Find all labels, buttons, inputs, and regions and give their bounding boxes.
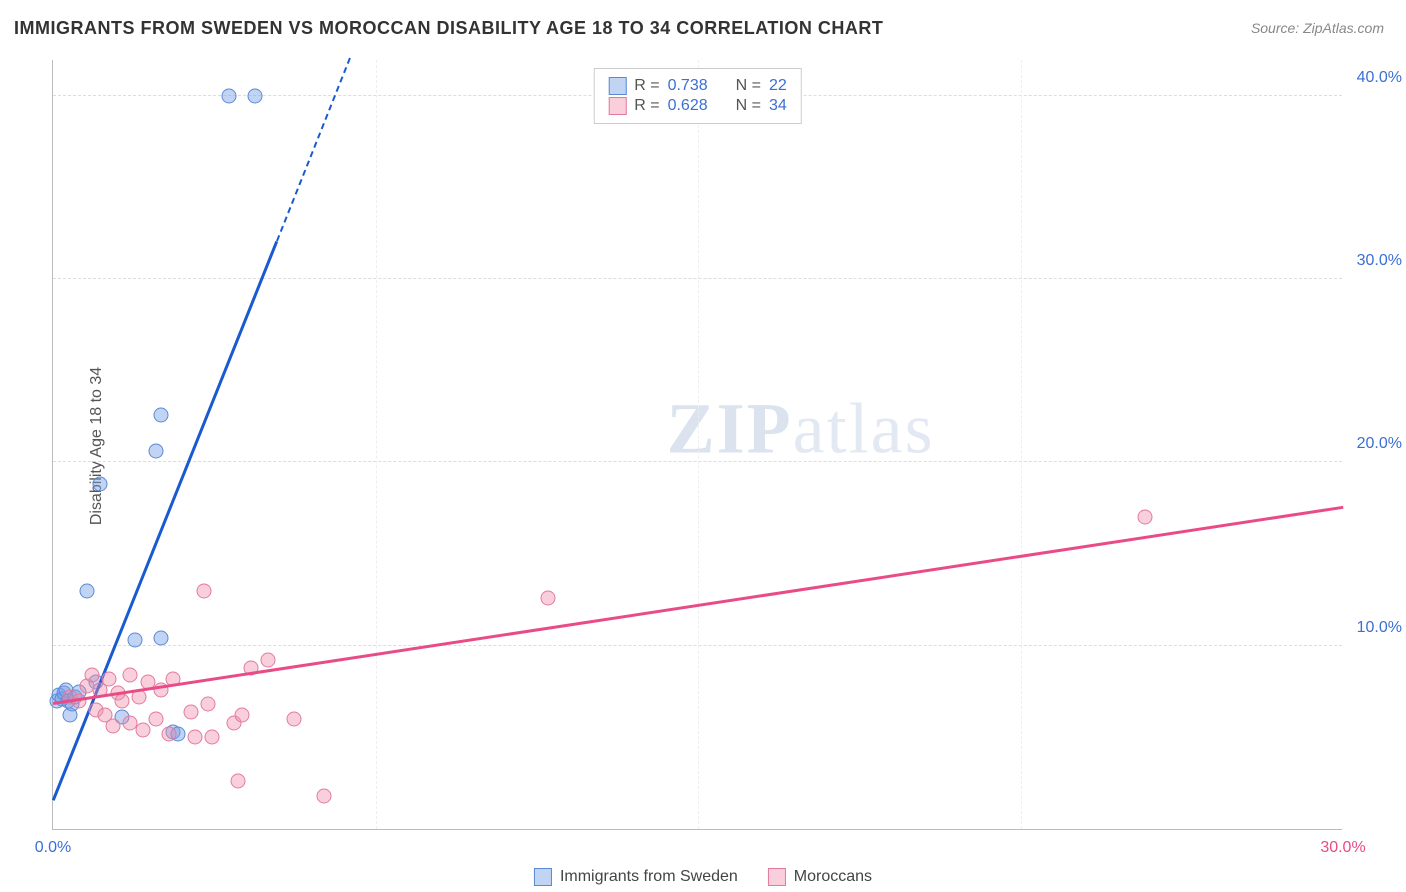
x-tick-label: 30.0% xyxy=(1320,839,1365,857)
legend-n-value: 22 xyxy=(769,77,787,95)
legend-label: Moroccans xyxy=(794,868,872,886)
data-point-moroccans xyxy=(230,774,245,789)
data-point-moroccans xyxy=(235,708,250,723)
gridline-v xyxy=(376,60,377,829)
watermark: ZIPatlas xyxy=(667,388,935,471)
data-point-sweden xyxy=(149,444,164,459)
data-point-moroccans xyxy=(84,668,99,683)
data-point-moroccans xyxy=(101,671,116,686)
data-point-moroccans xyxy=(97,708,112,723)
legend-item-moroccans: Moroccans xyxy=(768,868,872,886)
data-point-moroccans xyxy=(205,730,220,745)
data-point-moroccans xyxy=(162,726,177,741)
correlation-legend: R = 0.738 N = 22 R = 0.628 N = 34 xyxy=(593,68,802,124)
legend-r-label: R = xyxy=(634,97,659,115)
legend-swatch xyxy=(768,868,786,886)
data-point-sweden xyxy=(153,407,168,422)
legend-n-label: N = xyxy=(736,77,761,95)
data-point-moroccans xyxy=(136,723,151,738)
data-point-moroccans xyxy=(149,712,164,727)
data-point-moroccans xyxy=(1138,510,1153,525)
trend-line xyxy=(276,58,351,242)
legend-swatch xyxy=(534,868,552,886)
series-legend: Immigrants from Sweden Moroccans xyxy=(534,868,872,886)
data-point-moroccans xyxy=(196,583,211,598)
data-point-moroccans xyxy=(286,712,301,727)
legend-r-label: R = xyxy=(634,77,659,95)
data-point-sweden xyxy=(127,633,142,648)
legend-swatch xyxy=(608,97,626,115)
data-point-moroccans xyxy=(540,591,555,606)
gridline-v xyxy=(1021,60,1022,829)
chart-title: IMMIGRANTS FROM SWEDEN VS MOROCCAN DISAB… xyxy=(14,18,883,39)
data-point-sweden xyxy=(80,583,95,598)
data-point-moroccans xyxy=(261,653,276,668)
legend-swatch xyxy=(608,77,626,95)
legend-n-label: N = xyxy=(736,97,761,115)
data-point-moroccans xyxy=(114,693,129,708)
data-point-sweden xyxy=(222,88,237,103)
data-point-sweden xyxy=(153,631,168,646)
x-tick-label: 0.0% xyxy=(35,839,71,857)
data-point-moroccans xyxy=(183,704,198,719)
data-point-sweden xyxy=(93,477,108,492)
legend-row: R = 0.738 N = 22 xyxy=(608,77,787,95)
data-point-sweden xyxy=(248,88,263,103)
legend-n-value: 34 xyxy=(769,97,787,115)
y-tick-label: 20.0% xyxy=(1347,435,1402,453)
data-point-moroccans xyxy=(316,789,331,804)
source-attribution: Source: ZipAtlas.com xyxy=(1251,20,1384,36)
legend-label: Immigrants from Sweden xyxy=(560,868,738,886)
gridline-v xyxy=(698,60,699,829)
data-point-moroccans xyxy=(123,668,138,683)
legend-r-value: 0.738 xyxy=(668,77,708,95)
legend-row: R = 0.628 N = 34 xyxy=(608,97,787,115)
y-tick-label: 40.0% xyxy=(1347,69,1402,87)
scatter-plot: ZIPatlas R = 0.738N = 22R = 0.628N = 34 … xyxy=(52,60,1342,830)
legend-r-value: 0.628 xyxy=(668,97,708,115)
data-point-moroccans xyxy=(187,730,202,745)
y-tick-label: 30.0% xyxy=(1347,252,1402,270)
data-point-moroccans xyxy=(200,697,215,712)
y-tick-label: 10.0% xyxy=(1347,619,1402,637)
legend-item-sweden: Immigrants from Sweden xyxy=(534,868,738,886)
